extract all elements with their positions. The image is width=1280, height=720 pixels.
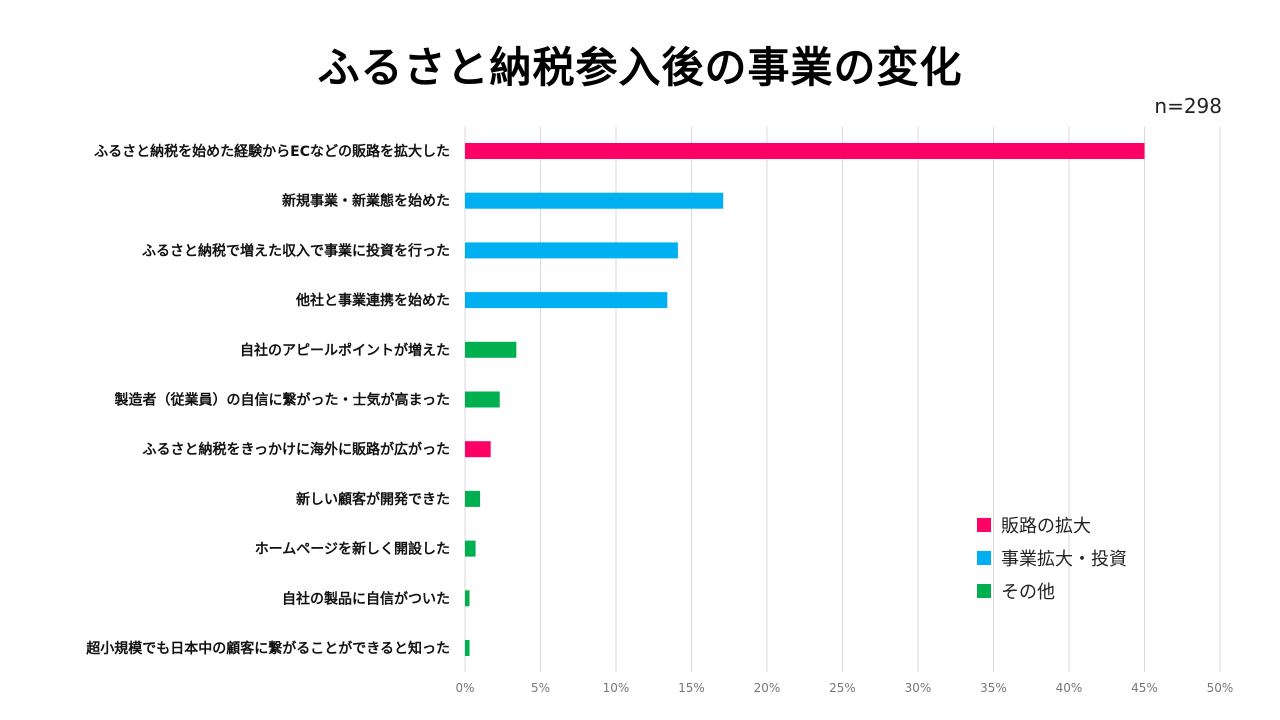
legend-swatch <box>977 583 991 598</box>
legend-swatch <box>977 517 991 532</box>
x-tick-label: 5% <box>531 681 550 695</box>
legend-item-investment: 事業拡大・投資 <box>977 541 1127 574</box>
x-tick-label: 25% <box>829 681 856 695</box>
bar <box>465 490 481 507</box>
legend: 販路の拡大 事業拡大・投資 その他 <box>977 508 1127 607</box>
bar <box>465 242 678 259</box>
category-label: 新規事業・新業態を始めた <box>282 193 450 210</box>
legend-label: 販路の拡大 <box>1001 515 1091 537</box>
legend-swatch <box>977 550 991 565</box>
bar <box>465 540 476 557</box>
x-tick-label: 35% <box>980 681 1007 695</box>
category-label: 自社のアピールポイントが増えた <box>240 342 450 359</box>
category-label: 超小規模でも日本中の顧客に繋がることができると知った <box>85 640 450 657</box>
category-label: ふるさと納税で増えた収入で事業に投資を行った <box>142 242 450 259</box>
chart-title: ふるさと納税参入後の事業の変化 <box>317 43 963 92</box>
x-tick-label: 30% <box>905 681 932 695</box>
category-label: ふるさと納税を始めた経験からECなどの販路を拡大した <box>94 143 450 160</box>
bar <box>465 341 517 358</box>
x-tick-label: 20% <box>754 681 781 695</box>
legend-item-sales: 販路の拡大 <box>977 508 1127 541</box>
legend-label: その他 <box>1001 581 1055 603</box>
bar <box>465 441 491 458</box>
x-tick-label: 40% <box>1056 681 1083 695</box>
x-tick-label: 45% <box>1131 681 1158 695</box>
x-tick-label: 10% <box>603 681 630 695</box>
category-label: ふるさと納税をきっかけに海外に販路が広がった <box>143 441 450 458</box>
category-label: ホームページを新しく開設した <box>255 541 450 558</box>
x-tick-label: 0% <box>455 681 474 695</box>
x-tick-label: 15% <box>678 681 705 695</box>
bar <box>465 590 470 607</box>
bar <box>465 640 470 656</box>
bar <box>465 192 724 209</box>
legend-item-other: その他 <box>977 574 1127 607</box>
category-label: 製造者（従業員）の自信に繋がった・士気が高まった <box>114 392 450 409</box>
bar <box>465 143 1145 159</box>
legend-label: 事業拡大・投資 <box>1001 548 1127 570</box>
category-label: 新しい顧客が開発できた <box>296 491 450 508</box>
bar <box>465 391 500 408</box>
sample-size: n=298 <box>1154 94 1222 118</box>
category-label: 自社の製品に自信がついた <box>282 590 450 607</box>
bar <box>465 292 668 309</box>
category-label: 他社と事業連携を始めた <box>295 292 450 309</box>
x-tick-label: 50% <box>1207 681 1234 695</box>
